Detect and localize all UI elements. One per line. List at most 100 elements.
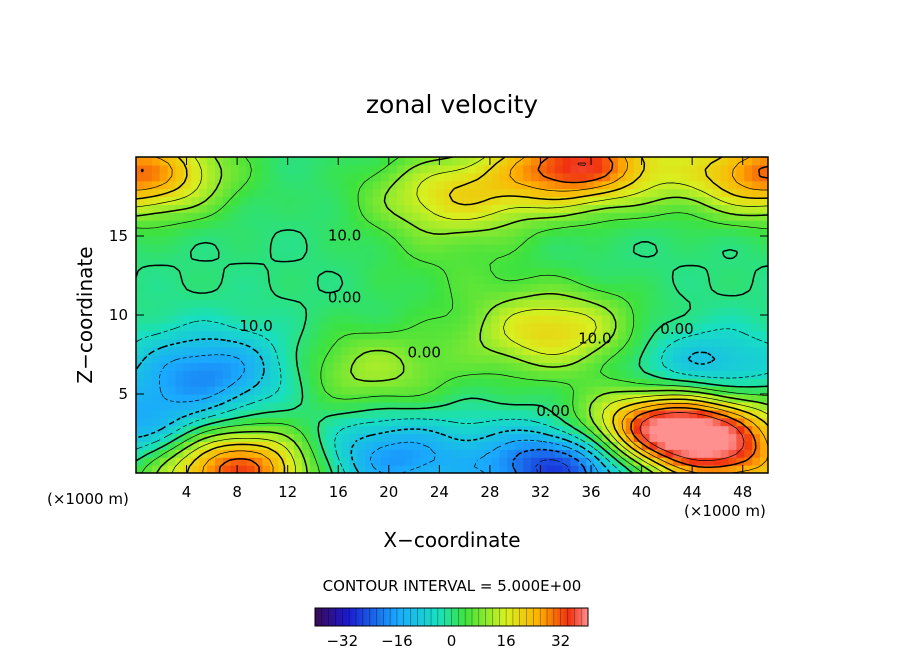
- field-cell: [246, 164, 256, 174]
- field-cell: [207, 354, 216, 363]
- field-cell: [736, 425, 745, 435]
- field-cell: [752, 378, 761, 387]
- field-cell: [412, 307, 421, 316]
- field-cell: [207, 315, 216, 324]
- field-cell: [538, 220, 548, 229]
- field-cell: [357, 330, 366, 340]
- field-cell: [673, 354, 682, 363]
- field-cell: [689, 188, 698, 198]
- field-cell: [546, 409, 556, 419]
- field-cell: [246, 401, 256, 411]
- field-cell: [444, 425, 453, 435]
- field-cell: [238, 409, 248, 419]
- field-cell: [396, 236, 406, 245]
- field-cell: [554, 330, 564, 340]
- field-cell: [594, 251, 603, 261]
- field-cell: [436, 228, 445, 237]
- field-cell: [222, 212, 232, 221]
- field-cell: [641, 259, 651, 269]
- field-cell: [649, 433, 658, 442]
- field-cell: [491, 370, 500, 379]
- field-cell: [610, 307, 619, 316]
- field-cell: [515, 433, 524, 442]
- field-cell: [428, 409, 437, 419]
- field-cell: [341, 172, 350, 182]
- field-cell: [199, 417, 208, 427]
- field-cell: [246, 228, 256, 237]
- field-cell: [578, 196, 587, 205]
- field-cell: [452, 259, 461, 269]
- field-cell: [365, 291, 374, 300]
- field-cell: [538, 330, 548, 340]
- field-cell: [696, 409, 706, 419]
- field-cell: [467, 251, 477, 261]
- field-cell: [752, 354, 761, 363]
- field-cell: [578, 346, 587, 356]
- field-cell: [760, 394, 768, 403]
- x-tick-label: 16: [329, 483, 348, 501]
- field-cell: [507, 401, 516, 411]
- field-cell: [207, 457, 216, 466]
- field-cell: [159, 394, 169, 403]
- field-cell: [752, 188, 761, 198]
- field-cell: [222, 394, 232, 403]
- field-cell: [246, 386, 256, 395]
- field-cell: [744, 180, 753, 190]
- field-cell: [467, 441, 477, 450]
- field-cell: [538, 307, 548, 316]
- field-cell: [167, 172, 177, 182]
- field-cell: [712, 251, 722, 261]
- field-cell: [175, 401, 184, 411]
- field-cell: [681, 172, 690, 182]
- field-cell: [602, 196, 611, 205]
- field-cell: [681, 164, 690, 174]
- field-cell: [649, 307, 658, 316]
- y-tick-label: 5: [118, 385, 128, 403]
- field-cell: [207, 417, 216, 427]
- field-cell: [199, 425, 208, 435]
- field-cell: [523, 346, 532, 356]
- field-cell: [704, 330, 714, 340]
- field-cell: [491, 330, 500, 340]
- field-cell: [365, 394, 374, 403]
- field-cell: [294, 449, 303, 458]
- field-cell: [720, 322, 730, 332]
- field-cell: [136, 409, 145, 419]
- field-cell: [554, 180, 564, 190]
- field-cell: [523, 212, 532, 221]
- field-cell: [246, 299, 256, 308]
- field-cell: [531, 259, 540, 269]
- field-cell: [641, 370, 651, 379]
- field-cell: [546, 180, 556, 190]
- field-cell: [270, 338, 279, 348]
- field-cell: [286, 267, 295, 277]
- field-cell: [428, 449, 437, 458]
- field-cell: [673, 228, 682, 237]
- field-cell: [309, 236, 319, 245]
- field-cell: [594, 394, 603, 403]
- field-cell: [238, 236, 248, 245]
- field-cell: [136, 236, 145, 245]
- field-cell: [554, 283, 564, 292]
- field-cell: [373, 354, 382, 363]
- field-cell: [467, 275, 477, 284]
- field-cell: [696, 330, 706, 340]
- field-cell: [428, 204, 437, 213]
- field-cell: [649, 157, 658, 166]
- field-cell: [570, 346, 579, 356]
- field-cell: [396, 188, 406, 198]
- field-cell: [507, 267, 516, 277]
- field-cell: [246, 243, 256, 253]
- field-cell: [333, 362, 342, 371]
- field-cell: [594, 362, 603, 371]
- field-cell: [491, 243, 500, 253]
- field-cell: [444, 267, 453, 277]
- field-cell: [728, 362, 737, 371]
- field-cell: [294, 275, 303, 284]
- field-cell: [199, 370, 208, 379]
- field-cell: [523, 315, 532, 324]
- field-cell: [404, 267, 414, 277]
- field-cell: [270, 378, 279, 387]
- field-cell: [515, 409, 524, 419]
- field-cell: [649, 267, 658, 277]
